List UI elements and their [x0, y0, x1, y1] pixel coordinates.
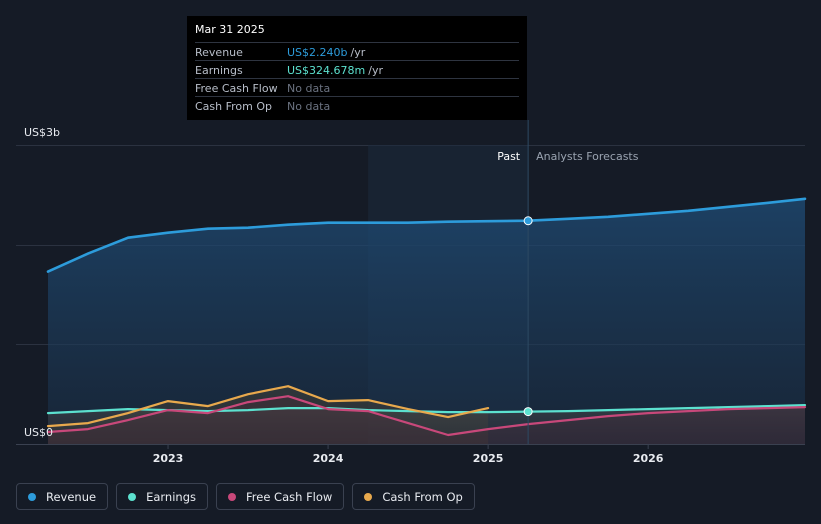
- free-cash-flow-area: [48, 396, 805, 444]
- series-lines: [46, 197, 807, 437]
- legend-label: Cash From Op: [382, 489, 463, 504]
- tooltip-value: US$2.240b: [287, 45, 348, 59]
- legend-item-free-cash-flow[interactable]: Free Cash Flow: [216, 483, 345, 510]
- chart-legend: Revenue Earnings Free Cash Flow Cash Fro…: [16, 483, 475, 510]
- hover-tooltip: Mar 31 2025 Revenue US$2.240b /yr Earnin…: [187, 16, 527, 120]
- revenue-area: [48, 198, 805, 444]
- legend-label: Free Cash Flow: [246, 489, 333, 504]
- tooltip-label: Cash From Op: [195, 99, 273, 113]
- y-axis-top-label: US$3b: [24, 126, 60, 139]
- tooltip-date: Mar 31 2025: [195, 23, 265, 36]
- revenue-dot-icon: [28, 492, 36, 501]
- tooltip-row-revenue: Revenue US$2.240b /yr: [195, 42, 519, 60]
- tooltip-row-free-cash-flow: Free Cash Flow No data: [195, 78, 519, 96]
- tooltip-value: No data: [287, 81, 331, 95]
- revenue-line: [46, 197, 807, 273]
- cash-from-op-line: [46, 385, 490, 428]
- forecast-label: Analysts Forecasts: [536, 150, 639, 163]
- legend-item-revenue[interactable]: Revenue: [16, 483, 109, 510]
- series-areas: [48, 198, 805, 444]
- x-tick-label: 2026: [633, 452, 664, 465]
- legend-item-earnings[interactable]: Earnings: [116, 483, 208, 510]
- earnings-dot-icon: [128, 492, 137, 501]
- y-axis-bottom-label: US$0: [24, 426, 53, 439]
- x-axis-ticks: 2023 2024 2025 2026: [153, 444, 664, 465]
- tooltip-label: Free Cash Flow: [195, 81, 278, 95]
- free-cash-flow-dot-icon: [228, 492, 236, 501]
- past-label: Past: [497, 150, 521, 163]
- x-tick-label: 2023: [153, 452, 184, 465]
- x-tick-label: 2024: [313, 452, 344, 465]
- tooltip-unit: /yr: [368, 63, 383, 77]
- tooltip-row-earnings: Earnings US$324.678m /yr: [195, 60, 519, 78]
- revenue-marker: [523, 216, 533, 226]
- tooltip-label: Earnings: [195, 63, 243, 77]
- free-cash-flow-line: [46, 395, 807, 437]
- tooltip-value: No data: [287, 99, 331, 113]
- x-tick-label: 2025: [473, 452, 504, 465]
- legend-item-cash-from-op[interactable]: Cash From Op: [352, 483, 475, 510]
- tooltip-row-cash-from-op: Cash From Op No data: [195, 96, 519, 114]
- legend-label: Revenue: [46, 489, 97, 504]
- legend-label: Earnings: [146, 489, 196, 504]
- tooltip-label: Revenue: [195, 45, 243, 59]
- earnings-marker: [523, 407, 533, 417]
- tooltip-value: US$324.678m: [287, 63, 366, 77]
- cash-from-op-dot-icon: [364, 492, 373, 501]
- tooltip-unit: /yr: [350, 45, 366, 59]
- hover-markers: [523, 216, 533, 417]
